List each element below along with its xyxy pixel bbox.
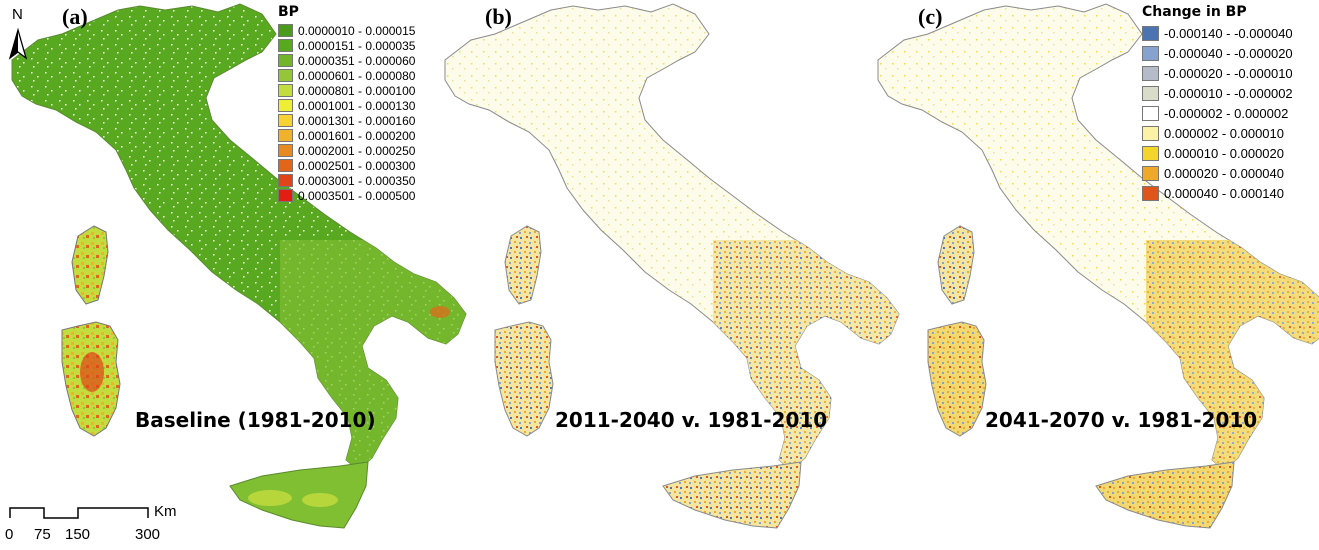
legend-change-label: 0.000020 - 0.000040 [1164,165,1284,181]
caption-2011-2040: 2011-2040 v. 1981-2010 [555,408,828,432]
panel-letter-a: (a) [62,4,88,29]
legend-bp-label: 0.0000151 - 0.000035 [298,38,416,53]
scale-tick-300: 300 [135,526,161,543]
legend-bp-swatch [278,174,293,187]
legend-bp-item: 0.0000010 - 0.000015 [278,23,415,38]
legend-bp-item: 0.0001001 - 0.000130 [278,98,415,113]
legend-bp-label: 0.0003501 - 0.000500 [298,188,416,203]
legend-bp-label: 0.0001001 - 0.000130 [298,98,416,113]
legend-bp-swatch [278,189,293,202]
legend-change-item: -0.000140 - -0.000040 [1142,23,1293,43]
legend-bp-title: BP [278,4,299,20]
scale-tick-75: 75 [34,526,51,543]
legend-bp-swatch [278,114,293,127]
legend-bp-label: 0.0003001 - 0.000350 [298,173,416,188]
legend-bp-item: 0.0003001 - 0.000350 [278,173,415,188]
panel-letter-c: (c) [918,4,943,29]
legend-change: Change in BP -0.000140 - -0.000040 -0.000… [1142,4,1293,203]
scale-tick-0: 0 [5,526,14,543]
legend-bp-item: 0.0000601 - 0.000080 [278,68,415,83]
legend-change-swatch [1142,125,1159,141]
north-label: N [12,6,23,23]
legend-change-item: 0.000020 - 0.000040 [1142,163,1293,183]
legend-bp-item: 0.0000801 - 0.000100 [278,83,415,98]
legend-change-label: -0.000010 - -0.000002 [1164,85,1293,101]
legend-change-label: -0.000002 - 0.000002 [1164,105,1289,121]
legend-bp-swatch [278,159,293,172]
legend-bp-item: 0.0003501 - 0.000500 [278,188,415,203]
legend-bp-swatch [278,99,293,112]
legend-change-item: 0.000010 - 0.000020 [1142,143,1293,163]
legend-bp-swatch [278,39,293,52]
caption-2041-2070: 2041-2070 v. 1981-2010 [985,408,1258,432]
legend-change-label: -0.000020 - -0.000010 [1164,65,1293,81]
legend-change-title: Change in BP [1142,4,1247,20]
legend-bp: BP 0.0000010 - 0.000015 0.0000151 - 0.000… [278,4,415,203]
legend-bp-swatch [278,129,293,142]
legend-change-swatch [1142,105,1159,121]
legend-bp-label: 0.0002501 - 0.000300 [298,158,416,173]
legend-change-swatch [1142,165,1159,181]
legend-change-item: -0.000020 - -0.000010 [1142,63,1293,83]
legend-bp-label: 0.0000351 - 0.000060 [298,53,416,68]
legend-change-item: 0.000040 - 0.000140 [1142,183,1293,203]
legend-change-label: 0.000010 - 0.000020 [1164,145,1284,161]
scale-bar [9,507,149,519]
legend-bp-item: 0.0002501 - 0.000300 [278,158,415,173]
caption-baseline: Baseline (1981-2010) [135,408,376,432]
legend-bp-label: 0.0000601 - 0.000080 [298,68,416,83]
panel-letter-b: (b) [485,4,512,29]
legend-change-swatch [1142,45,1159,61]
legend-bp-label: 0.0001301 - 0.000160 [298,113,416,128]
legend-bp-item: 0.0002001 - 0.000250 [278,143,415,158]
legend-change-item: -0.000002 - 0.000002 [1142,103,1293,123]
legend-bp-label: 0.0001601 - 0.000200 [298,128,416,143]
legend-bp-swatch [278,84,293,97]
legend-bp-item: 0.0000151 - 0.000035 [278,38,415,53]
legend-bp-item: 0.0001301 - 0.000160 [278,113,415,128]
scale-tick-150: 150 [65,526,91,543]
legend-change-item: -0.000010 - -0.000002 [1142,83,1293,103]
legend-bp-swatch [278,69,293,82]
legend-bp-item: 0.0000351 - 0.000060 [278,53,415,68]
legend-change-item: 0.000002 - 0.000010 [1142,123,1293,143]
legend-change-swatch [1142,25,1159,41]
legend-change-swatch [1142,65,1159,81]
legend-bp-swatch [278,144,293,157]
legend-change-label: -0.000140 - -0.000040 [1164,25,1293,41]
legend-change-swatch [1142,185,1159,201]
map-2011-2040 [444,3,900,529]
legend-change-label: 0.000040 - 0.000140 [1164,185,1284,201]
legend-change-label: -0.000040 - -0.000020 [1164,45,1293,61]
legend-bp-swatch [278,54,293,67]
legend-change-item: -0.000040 - -0.000020 [1142,43,1293,63]
legend-bp-label: 0.0000010 - 0.000015 [298,23,416,38]
north-arrow-icon [8,27,28,60]
scale-unit: Km [154,503,177,520]
legend-change-swatch [1142,85,1159,101]
legend-change-label: 0.000002 - 0.000010 [1164,125,1284,141]
legend-change-swatch [1142,145,1159,161]
legend-bp-swatch [278,24,293,37]
map-baseline [11,3,467,529]
legend-bp-item: 0.0001601 - 0.000200 [278,128,415,143]
legend-bp-label: 0.0000801 - 0.000100 [298,83,416,98]
legend-bp-label: 0.0002001 - 0.000250 [298,143,416,158]
